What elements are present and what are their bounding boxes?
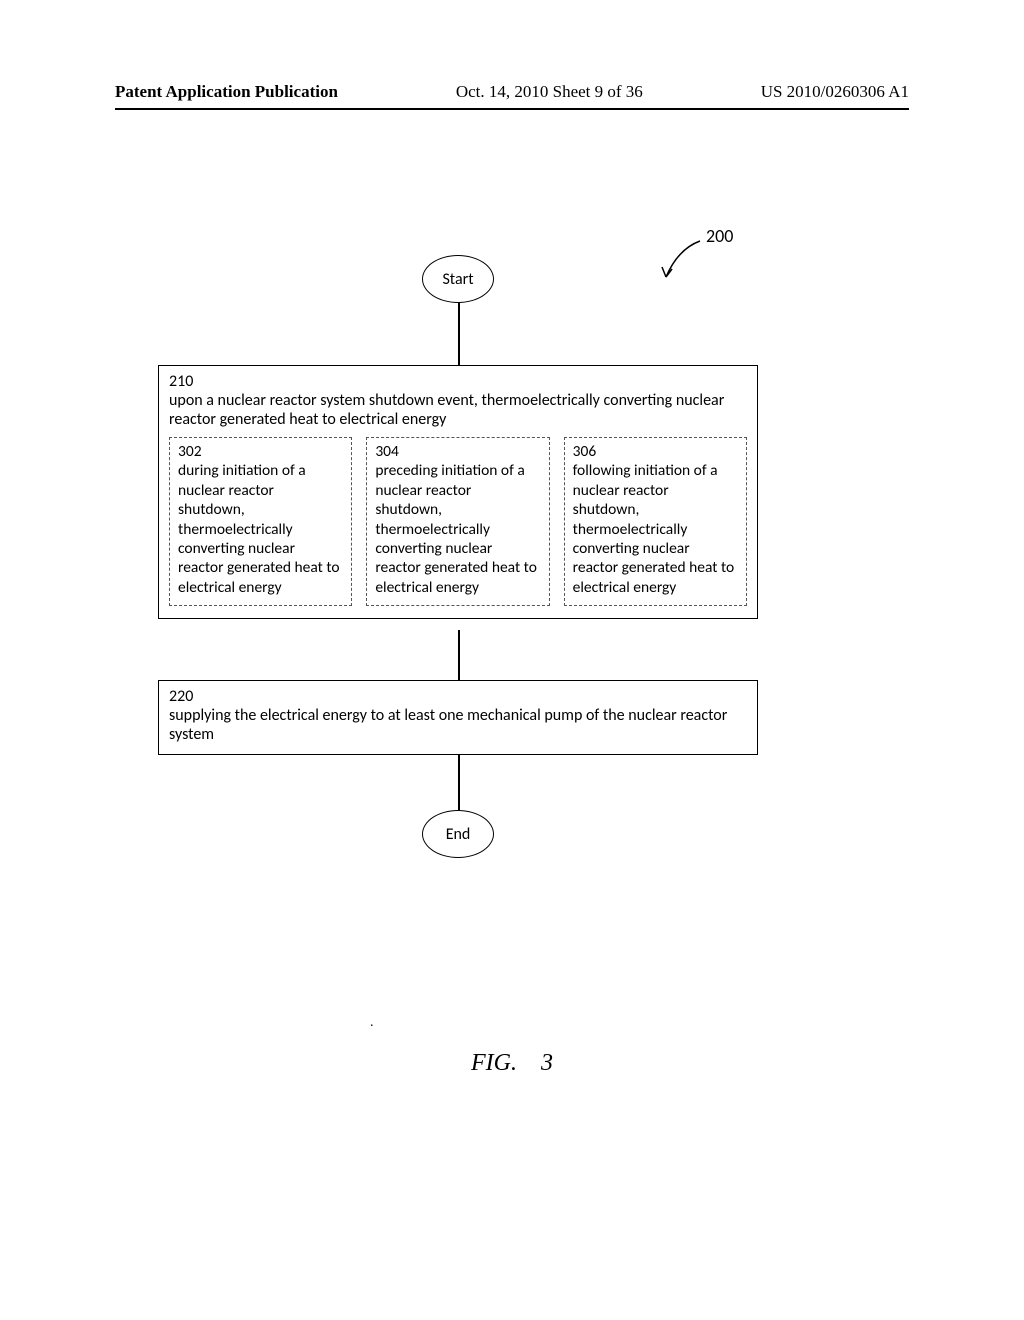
sub-box-number: 306 xyxy=(573,442,738,461)
connector-line xyxy=(458,303,460,365)
sub-box-text: preceding initiation of a nuclear reacto… xyxy=(375,461,537,596)
header-rule xyxy=(115,108,909,110)
sub-box-number: 302 xyxy=(178,442,343,461)
header-left: Patent Application Publication xyxy=(115,82,338,102)
box-number: 210 xyxy=(169,372,747,391)
end-label: End xyxy=(446,825,471,844)
end-node: End xyxy=(422,810,494,858)
page: Patent Application Publication Oct. 14, … xyxy=(0,0,1024,1320)
stray-dot: . xyxy=(370,1015,374,1031)
box-text: supplying the electrical energy to at le… xyxy=(169,706,727,744)
page-header: Patent Application Publication Oct. 14, … xyxy=(115,82,909,102)
figure-number: 3 xyxy=(541,1050,553,1076)
connector-line xyxy=(458,755,460,810)
start-label: Start xyxy=(442,270,473,289)
process-box-220: 220 supplying the electrical energy to a… xyxy=(158,680,758,755)
ref-label-200: 200 xyxy=(706,225,733,247)
process-box-210: 210 upon a nuclear reactor system shutdo… xyxy=(158,365,758,619)
sub-box-text: during initiation of a nuclear reactor s… xyxy=(178,461,340,596)
figure-label: FIG. xyxy=(471,1050,517,1076)
box-text: upon a nuclear reactor system shutdown e… xyxy=(169,391,724,429)
sub-box-306: 306 following initiation of a nuclear re… xyxy=(564,437,747,606)
sub-box-302: 302 during initiation of a nuclear react… xyxy=(169,437,352,606)
header-mid: Oct. 14, 2010 Sheet 9 of 36 xyxy=(456,82,643,102)
pointer-arrow-icon xyxy=(658,237,708,287)
box-number: 220 xyxy=(169,687,747,706)
sub-box-number: 304 xyxy=(375,442,540,461)
sub-box-text: following initiation of a nuclear reacto… xyxy=(573,461,735,596)
connector-line xyxy=(458,630,460,680)
start-node: Start xyxy=(422,255,494,303)
figure-caption: FIG. 3 xyxy=(0,1050,1024,1077)
sub-box-304: 304 preceding initiation of a nuclear re… xyxy=(366,437,549,606)
header-right: US 2010/0260306 A1 xyxy=(761,82,909,102)
sub-box-row: 302 during initiation of a nuclear react… xyxy=(169,437,747,606)
